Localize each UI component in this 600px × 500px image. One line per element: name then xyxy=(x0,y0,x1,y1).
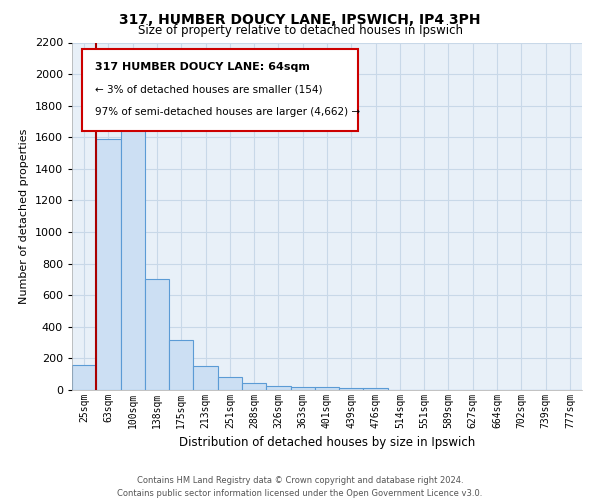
Bar xyxy=(242,383,266,390)
Bar xyxy=(169,340,193,390)
Text: Contains HM Land Registry data © Crown copyright and database right 2024.
Contai: Contains HM Land Registry data © Crown c… xyxy=(118,476,482,498)
Bar xyxy=(193,366,218,390)
FancyBboxPatch shape xyxy=(82,50,358,131)
Text: ← 3% of detached houses are smaller (154): ← 3% of detached houses are smaller (154… xyxy=(95,84,322,94)
Y-axis label: Number of detached properties: Number of detached properties xyxy=(19,128,29,304)
Bar xyxy=(96,139,121,390)
Text: 97% of semi-detached houses are larger (4,662) →: 97% of semi-detached houses are larger (… xyxy=(95,107,360,117)
Bar xyxy=(364,388,388,390)
Bar xyxy=(72,364,96,390)
Bar xyxy=(266,386,290,390)
Bar xyxy=(339,388,364,390)
Text: Size of property relative to detached houses in Ipswich: Size of property relative to detached ho… xyxy=(137,24,463,37)
X-axis label: Distribution of detached houses by size in Ipswich: Distribution of detached houses by size … xyxy=(179,436,475,450)
Text: 317, HUMBER DOUCY LANE, IPSWICH, IP4 3PH: 317, HUMBER DOUCY LANE, IPSWICH, IP4 3PH xyxy=(119,12,481,26)
Bar xyxy=(145,280,169,390)
Text: 317 HUMBER DOUCY LANE: 64sqm: 317 HUMBER DOUCY LANE: 64sqm xyxy=(95,62,310,72)
Bar xyxy=(290,387,315,390)
Bar xyxy=(315,387,339,390)
Bar xyxy=(121,114,145,390)
Bar xyxy=(218,378,242,390)
